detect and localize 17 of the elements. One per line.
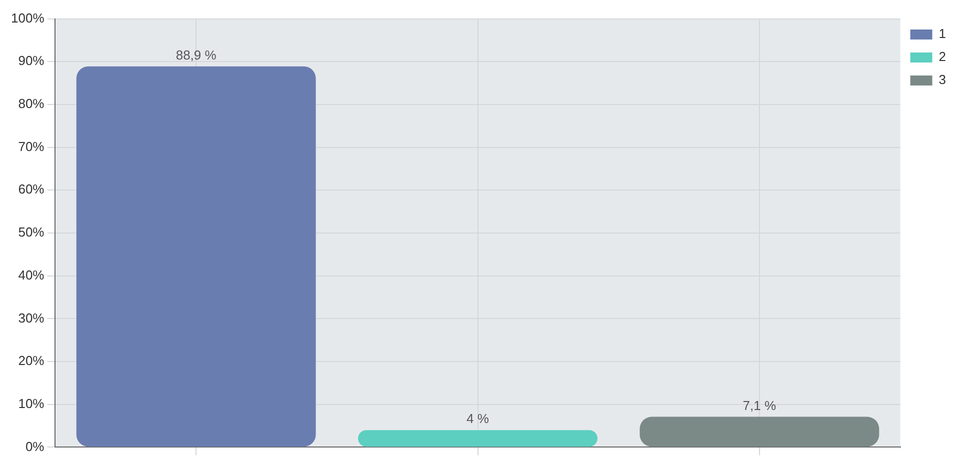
legend-label: 3	[938, 72, 946, 88]
y-tick-label: 90%	[18, 53, 45, 68]
legend-label: 1	[938, 26, 946, 42]
y-tick-label: 20%	[18, 353, 45, 368]
y-tick-label: 0%	[25, 438, 45, 454]
y-tick-label: 80%	[18, 96, 45, 112]
y-tick-label: 70%	[18, 138, 45, 154]
y-tick-label: 30%	[18, 310, 45, 326]
y-tick-label: 60%	[18, 182, 45, 197]
data-label: 88,9 %	[176, 47, 217, 62]
y-tick-label: 40%	[18, 267, 45, 282]
legend-label: 2	[938, 49, 946, 64]
y-tick-label: 10%	[18, 396, 45, 411]
data-label: 4 %	[466, 411, 490, 426]
y-tick-label: 50%	[18, 224, 45, 240]
y-tick-label: 100%	[11, 10, 45, 26]
data-label: 7,1 %	[742, 398, 776, 413]
